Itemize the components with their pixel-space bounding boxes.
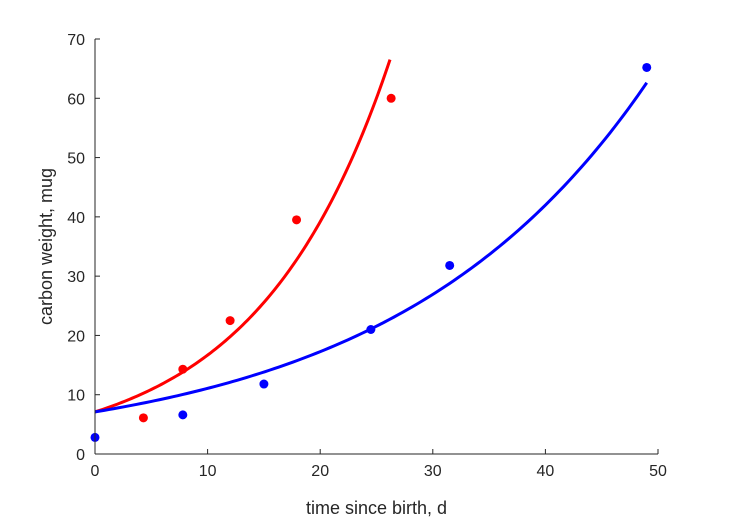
y-tick-label: 50 — [67, 151, 85, 168]
data-point — [138, 413, 148, 423]
data-point — [642, 62, 652, 72]
y-tick-label: 40 — [67, 210, 85, 227]
plot-area — [90, 59, 652, 442]
y-axis-label: carbon weight, mug — [36, 168, 56, 325]
data-point — [178, 410, 188, 420]
y-tick-label: 70 — [67, 32, 85, 49]
y-tick-label: 0 — [76, 447, 85, 464]
fit-curve — [94, 59, 392, 414]
data-point — [225, 316, 235, 326]
y-tick-label: 60 — [67, 91, 85, 108]
x-tick-label: 10 — [199, 463, 217, 480]
data-point — [178, 364, 188, 374]
y-tick-label: 20 — [67, 328, 85, 345]
x-tick-label: 30 — [424, 463, 442, 480]
x-axis-label: time since birth, d — [306, 498, 447, 518]
data-point — [292, 215, 302, 225]
x-tick-label: 40 — [537, 463, 555, 480]
data-point — [445, 260, 455, 270]
y-tick-label: 30 — [67, 269, 85, 286]
series-2 — [90, 62, 652, 442]
x-tick-label: 0 — [91, 463, 100, 480]
data-point — [366, 325, 376, 334]
x-tick-label: 50 — [649, 463, 667, 480]
y-tick-label: 10 — [67, 388, 85, 405]
data-point — [386, 93, 396, 103]
x-tick-label: 20 — [311, 463, 329, 480]
data-point — [259, 379, 269, 389]
axes: 0 10 20 30 40 50 0 10 20 30 40 50 60 70 — [67, 32, 667, 480]
series-1 — [94, 59, 396, 423]
